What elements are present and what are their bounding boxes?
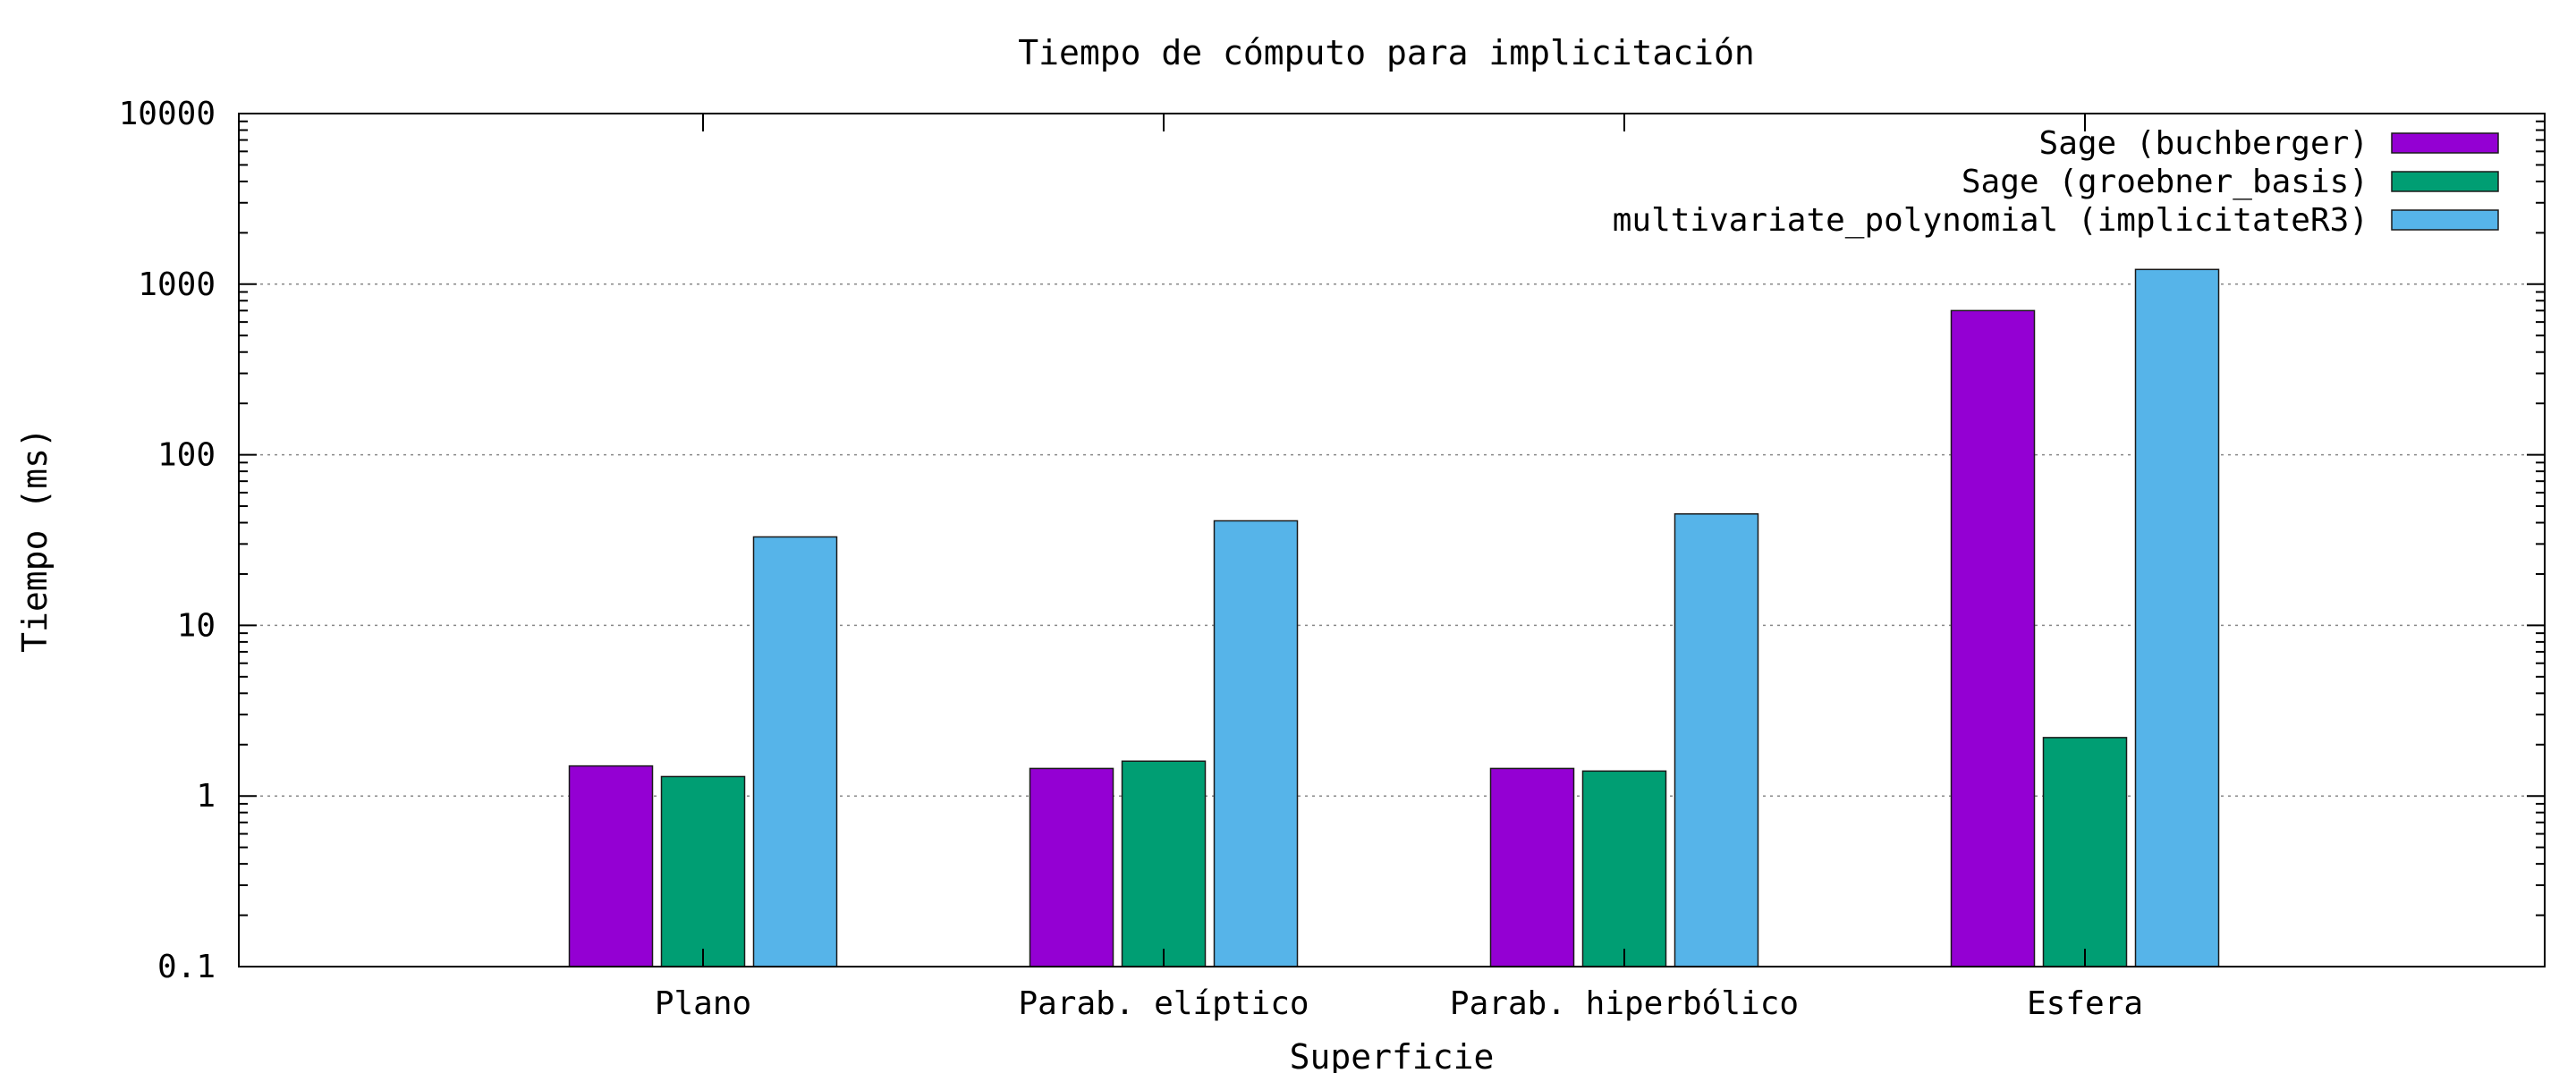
x-axis-title: Superficie xyxy=(1290,1037,1495,1073)
y-tick-label: 0.1 xyxy=(157,949,216,985)
bar xyxy=(2134,268,2220,967)
bar xyxy=(1213,520,1299,967)
legend: Sage (buchberger)Sage (groebner_basis)mu… xyxy=(1613,125,2499,239)
bar xyxy=(2042,737,2128,967)
x-tick-labels: Plano Parab. elíptico Parab. hiperbólico Es… xyxy=(655,985,2143,1022)
bar xyxy=(1029,767,1114,967)
x-tick-label: Parab. elíptico xyxy=(1018,985,1309,1022)
bar xyxy=(1950,309,2036,967)
y-tick-label: 1 xyxy=(196,778,216,815)
y-axis-title: Tiempo (ms) xyxy=(15,427,55,653)
bar xyxy=(1489,767,1575,967)
bar xyxy=(1581,770,1667,967)
bar xyxy=(568,765,654,967)
grid-lines xyxy=(239,283,2545,797)
x-tick-label: Plano xyxy=(655,985,751,1022)
bar xyxy=(660,775,746,967)
bars xyxy=(568,268,2220,967)
y-tick-label: 100 xyxy=(157,437,216,474)
bar xyxy=(1121,760,1207,967)
bar xyxy=(1674,513,1759,967)
y-tick-label: 1000 xyxy=(138,266,216,303)
x-tick-label: Esfera xyxy=(2027,985,2143,1022)
legend-swatch xyxy=(2391,209,2499,231)
legend-label: Sage (groebner_basis) xyxy=(1962,164,2368,200)
bar xyxy=(752,536,838,967)
y-tick-label: 10 xyxy=(177,607,216,644)
legend-swatch xyxy=(2391,132,2499,154)
y-ticks: 0.1 1 10 100 1000 10000 xyxy=(119,96,2545,985)
legend-label: Sage (buchberger) xyxy=(2039,125,2368,162)
chart-title: Tiempo de cómputo para implicitación xyxy=(1018,33,1755,72)
x-tick-label: Parab. hiperbólico xyxy=(1450,985,1799,1022)
plot-frame xyxy=(238,113,2546,967)
y-tick-label: 10000 xyxy=(119,96,216,132)
legend-swatch xyxy=(2391,171,2499,192)
legend-label: multivariate_polynomial (implicitateR3) xyxy=(1613,202,2368,239)
